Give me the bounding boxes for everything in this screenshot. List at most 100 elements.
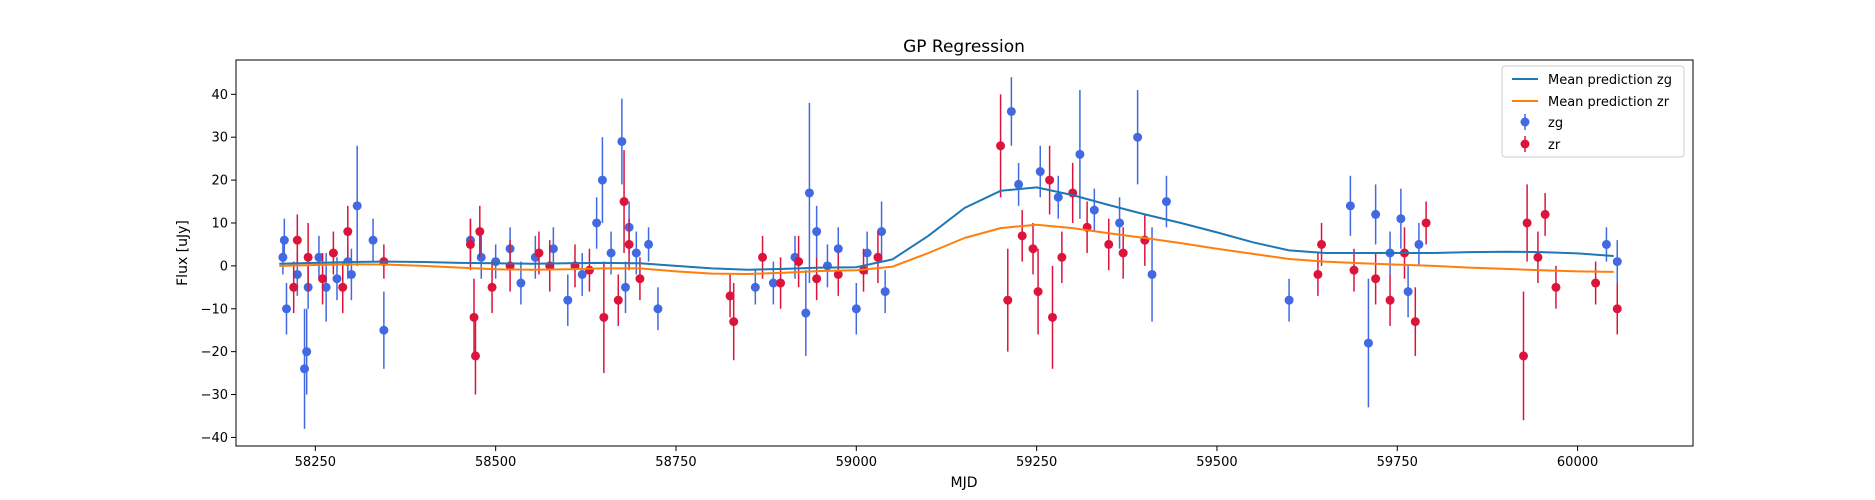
series-zr xyxy=(289,94,1622,421)
zr-point xyxy=(318,274,328,284)
legend-label-mean-zr: Mean prediction zr xyxy=(1548,95,1670,110)
zr-point xyxy=(289,282,299,292)
zg-point xyxy=(1371,209,1381,219)
y-axis-label: Flux [uJy] xyxy=(175,220,191,286)
zr-point xyxy=(1371,274,1381,284)
zg-point xyxy=(617,136,627,146)
zr-point xyxy=(1533,252,1543,262)
zg-point xyxy=(1075,149,1085,159)
zr-point xyxy=(1317,239,1327,249)
zr-point xyxy=(812,274,822,284)
zg-point xyxy=(476,252,486,262)
zr-point xyxy=(1591,278,1601,288)
zg-point xyxy=(1133,132,1143,142)
y-tick-label: −10 xyxy=(201,302,228,317)
zr-point xyxy=(833,269,843,279)
zr-point xyxy=(292,235,302,245)
legend-label-zg: zg xyxy=(1548,116,1563,131)
y-tick-label: 20 xyxy=(211,174,228,189)
zg-point xyxy=(352,201,362,211)
x-tick-label: 58750 xyxy=(655,455,696,470)
zg-point xyxy=(1014,179,1024,189)
legend-marker-zr xyxy=(1520,139,1530,149)
zg-point xyxy=(606,248,616,258)
x-tick-label: 59000 xyxy=(836,455,877,470)
zr-point xyxy=(1057,252,1067,262)
legend-label-zr: zr xyxy=(1548,138,1561,153)
zg-point xyxy=(822,261,832,271)
y-tick-label: −20 xyxy=(201,345,228,360)
zg-point xyxy=(804,188,814,198)
zg-point xyxy=(1115,218,1125,228)
legend-marker-zg xyxy=(1520,117,1530,127)
zr-point xyxy=(1104,239,1114,249)
zr-point xyxy=(1522,218,1532,228)
zr-point xyxy=(343,227,353,237)
chart-title: GP Regression xyxy=(903,37,1025,57)
zg-point xyxy=(1053,192,1063,202)
y-tick-label: 30 xyxy=(211,131,228,146)
zg-point xyxy=(644,239,654,249)
zr-point xyxy=(1017,231,1027,241)
zr-point xyxy=(584,265,594,275)
zr-point xyxy=(1349,265,1359,275)
zg-point xyxy=(880,287,890,297)
zg-point xyxy=(577,269,587,279)
zg-point xyxy=(597,175,607,185)
series-zg xyxy=(278,77,1622,429)
y-tick-label: 0 xyxy=(220,259,228,274)
zr-point xyxy=(1033,287,1043,297)
zg-point xyxy=(279,235,289,245)
zr-point xyxy=(776,278,786,288)
line-mean-prediction-zr xyxy=(279,223,1614,275)
zr-point xyxy=(599,312,609,322)
zg-point xyxy=(768,278,778,288)
x-tick-label: 59250 xyxy=(1016,455,1057,470)
zr-point xyxy=(1028,244,1038,254)
zr-point xyxy=(1313,269,1323,279)
zg-point xyxy=(833,244,843,254)
zr-point xyxy=(794,257,804,267)
zr-point xyxy=(534,248,544,258)
x-tick-label: 59750 xyxy=(1377,455,1418,470)
zr-point xyxy=(1551,282,1561,292)
zg-point xyxy=(620,282,630,292)
zg-point xyxy=(1363,338,1373,348)
zg-point xyxy=(750,282,760,292)
zg-point xyxy=(653,304,663,314)
zg-point xyxy=(292,269,302,279)
zr-point xyxy=(1045,175,1055,185)
zr-point xyxy=(619,197,629,207)
zg-point xyxy=(851,304,861,314)
zg-point xyxy=(1601,239,1611,249)
zr-point xyxy=(729,317,739,327)
zr-point xyxy=(1118,248,1128,258)
zr-point xyxy=(996,141,1006,151)
legend: Mean prediction zg Mean prediction zr zg… xyxy=(1501,65,1685,158)
zg-point xyxy=(346,269,356,279)
zg-point xyxy=(548,244,558,254)
zg-point xyxy=(1035,167,1045,177)
zg-point xyxy=(862,248,872,258)
zg-point xyxy=(379,325,389,335)
zr-point xyxy=(1612,304,1622,314)
y-axis-ticks: −40 −30 −20 −10 0 10 20 30 40 xyxy=(201,88,236,446)
zg-point xyxy=(314,252,324,262)
zg-point xyxy=(1147,269,1157,279)
zr-point xyxy=(725,291,735,301)
zg-point xyxy=(563,295,573,305)
zg-point xyxy=(516,278,526,288)
zg-point xyxy=(302,347,312,357)
zr-point xyxy=(303,252,313,262)
zg-point xyxy=(1006,106,1016,116)
zr-point xyxy=(1421,218,1431,228)
zr-point xyxy=(624,239,634,249)
zr-point xyxy=(465,239,475,249)
y-tick-label: −30 xyxy=(201,388,228,403)
x-axis-ticks: 58250 58500 58750 59000 59250 59500 59750 60000 xyxy=(295,446,1598,470)
zr-point xyxy=(1003,295,1013,305)
x-tick-label: 60000 xyxy=(1557,455,1598,470)
zg-point xyxy=(321,282,331,292)
legend-box xyxy=(1501,65,1685,158)
